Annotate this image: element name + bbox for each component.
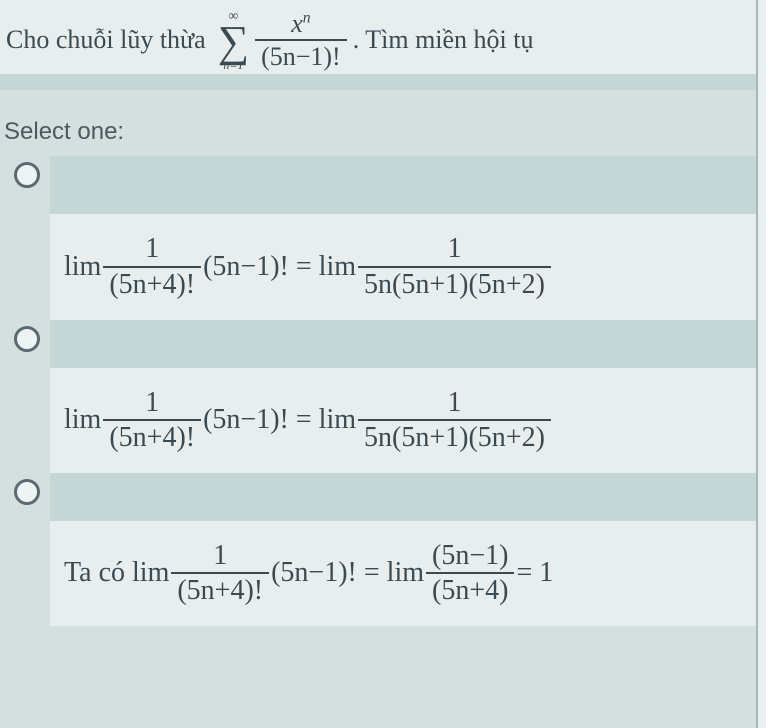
option-2-mid: (5n−1)! = lim xyxy=(203,404,356,436)
sigma-lower: n=1 xyxy=(223,59,243,71)
question-frac-den: (5n−1)! xyxy=(255,41,347,72)
option-3-frac1-num: 1 xyxy=(207,539,233,573)
option-3-frac1: 1 (5n+4)! xyxy=(171,539,269,608)
option-1: lim 1 (5n+4)! (5n−1)! = lim 1 5n(5n+1)(5… xyxy=(0,156,766,319)
option-3-frac2-den: (5n+4) xyxy=(426,574,514,608)
question-fraction: xn (5n−1)! xyxy=(255,8,347,72)
question-text-before: Cho chuỗi lũy thừa xyxy=(6,22,206,58)
sigma-notation: ∞ ∑ n=1 xyxy=(218,10,249,71)
option-2-formula: lim 1 (5n+4)! (5n−1)! = lim 1 5n(5n+1)(5… xyxy=(50,368,766,473)
option-1-formula: lim 1 (5n+4)! (5n−1)! = lim 1 5n(5n+1)(5… xyxy=(50,214,766,319)
option-1-frac2: 1 5n(5n+1)(5n+2) xyxy=(358,232,551,301)
option-3-frac2-num: (5n−1) xyxy=(426,539,514,573)
option-3-frac1-den: (5n+4)! xyxy=(171,574,269,608)
option-2-frac2-num: 1 xyxy=(441,386,467,420)
divider xyxy=(0,74,766,90)
option-3-suffix: = 1 xyxy=(516,557,553,589)
option-2-spacer xyxy=(50,320,766,368)
option-2: lim 1 (5n+4)! (5n−1)! = lim 1 5n(5n+1)(5… xyxy=(0,320,766,473)
option-2-frac2-den: 5n(5n+1)(5n+2) xyxy=(358,421,551,455)
option-3-mid: (5n−1)! = lim xyxy=(271,557,424,589)
option-1-prefix: lim xyxy=(50,251,101,283)
sigma-symbol: ∑ xyxy=(218,24,249,59)
radio-option-2[interactable] xyxy=(14,326,40,352)
option-1-spacer xyxy=(50,156,766,214)
option-2-frac1-num: 1 xyxy=(139,386,165,420)
option-1-frac2-den: 5n(5n+1)(5n+2) xyxy=(358,268,551,302)
option-1-frac2-num: 1 xyxy=(441,232,467,266)
option-1-mid: (5n−1)! = lim xyxy=(203,251,356,283)
option-3-formula: Ta có lim 1 (5n+4)! (5n−1)! = lim (5n−1)… xyxy=(50,521,766,626)
option-2-frac1-den: (5n+4)! xyxy=(103,421,201,455)
option-2-frac1: 1 (5n+4)! xyxy=(103,386,201,455)
option-2-frac2: 1 5n(5n+1)(5n+2) xyxy=(358,386,551,455)
radio-option-3[interactable] xyxy=(14,479,40,505)
option-3: Ta có lim 1 (5n+4)! (5n−1)! = lim (5n−1)… xyxy=(0,473,766,626)
option-1-frac1: 1 (5n+4)! xyxy=(103,232,201,301)
question-text-after: . Tìm miền hội tụ xyxy=(353,22,534,58)
option-1-frac1-num: 1 xyxy=(139,232,165,266)
right-edge xyxy=(756,0,766,728)
option-3-spacer xyxy=(50,473,766,521)
option-2-prefix: lim xyxy=(50,404,101,436)
option-3-frac2: (5n−1) (5n+4) xyxy=(426,539,514,608)
option-3-prefix: Ta có lim xyxy=(50,557,169,589)
question-stem: Cho chuỗi lũy thừa ∞ ∑ n=1 xn (5n−1)! . … xyxy=(0,0,766,74)
option-1-frac1-den: (5n+4)! xyxy=(103,268,201,302)
radio-option-1[interactable] xyxy=(14,162,40,188)
select-one-label: Select one: xyxy=(0,90,766,156)
